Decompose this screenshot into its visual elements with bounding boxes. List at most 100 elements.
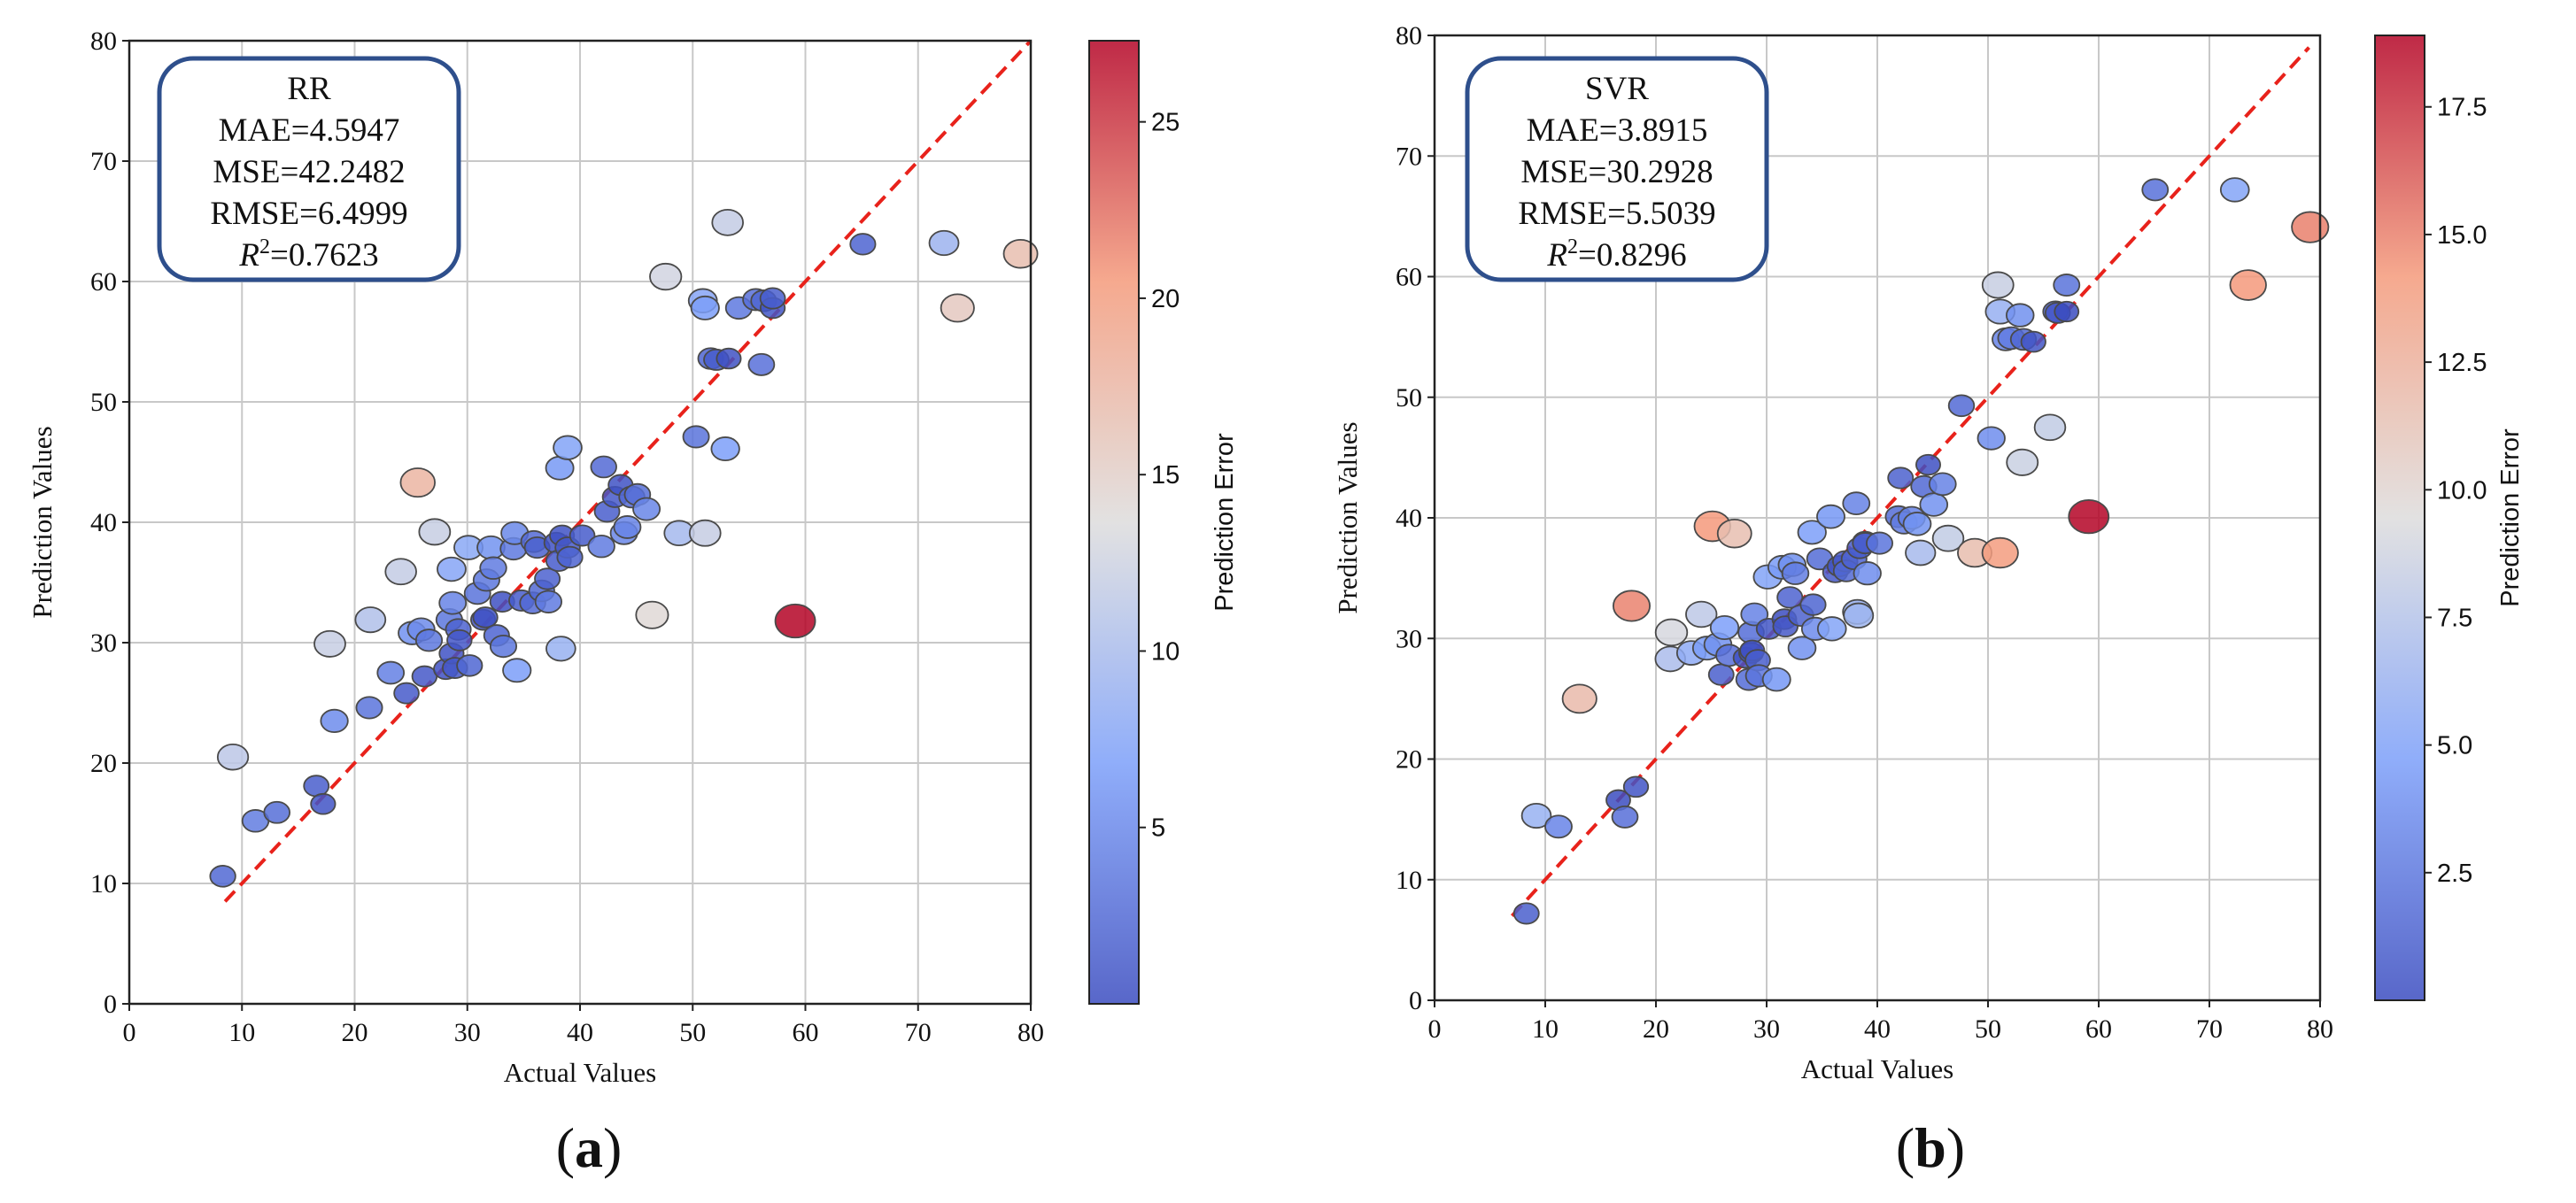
data-point	[710, 436, 740, 462]
data-point	[1740, 602, 1769, 627]
y-tick-label: 20	[1396, 745, 1422, 775]
data-point	[1816, 616, 1847, 642]
data-point	[376, 660, 406, 685]
y-tick-label: 60	[1396, 263, 1422, 292]
x-tick-label: 60	[2085, 1014, 2112, 1044]
data-point	[1842, 491, 1871, 516]
y-tick-label: 70	[1396, 142, 1422, 171]
data-point	[2053, 274, 2081, 297]
data-point	[1776, 586, 1804, 609]
data-point	[1787, 636, 1817, 660]
panel-a: 0 10 20 30 40 50 60 70 80 0 10 20 30 40 50 60 70 80 Actual…	[27, 27, 1239, 1088]
data-point	[534, 567, 561, 590]
x-tick-label: 50	[1975, 1014, 2001, 1044]
data-point	[1512, 902, 1540, 925]
data-point	[613, 515, 642, 539]
data-point	[1709, 614, 1740, 641]
data-point	[2219, 177, 2250, 203]
data-point	[1622, 775, 1650, 798]
data-point	[759, 287, 786, 310]
metrics-r2: R2=0.8296	[1546, 235, 1686, 274]
data-point	[632, 497, 661, 521]
data-point	[2020, 330, 2046, 353]
data-point	[1797, 520, 1827, 545]
colorbar-tick-label: 17.5	[2437, 94, 2487, 122]
x-tick-label: 60	[793, 1018, 819, 1047]
data-point	[534, 590, 563, 613]
y-axis-label: Prediction Values	[1332, 421, 1363, 613]
data-point	[716, 347, 742, 370]
data-point	[354, 606, 387, 634]
data-point	[688, 519, 722, 547]
data-point	[1915, 453, 1941, 476]
data-point	[1707, 663, 1735, 686]
data-point	[502, 658, 532, 683]
y-tick-label: 70	[90, 147, 117, 176]
colorbar-tick-label: 5	[1151, 814, 1165, 843]
data-point	[320, 708, 349, 734]
y-tick-label: 30	[1396, 624, 1422, 653]
data-point	[1544, 814, 1573, 839]
data-point	[649, 262, 683, 291]
data-point	[747, 352, 776, 376]
data-point	[1902, 512, 1932, 536]
data-point	[313, 629, 346, 658]
data-point	[489, 634, 518, 659]
data-point	[438, 590, 468, 615]
data-point	[2068, 498, 2110, 535]
x-tick-label: 20	[342, 1018, 368, 1047]
data-point	[393, 682, 420, 705]
colorbar	[2374, 35, 2425, 1001]
metrics-box	[1465, 56, 1769, 282]
y-tick-label: 40	[1396, 504, 1422, 533]
data-point	[303, 775, 330, 798]
colorbar-tick-label: 2.5	[2437, 860, 2472, 888]
x-tick-label: 0	[123, 1018, 136, 1047]
x-tick-label: 40	[567, 1018, 593, 1047]
y-tick-label: 20	[90, 749, 117, 778]
data-point	[2005, 303, 2035, 328]
panel-b-label: (b)	[1896, 1116, 1965, 1179]
data-point	[2054, 300, 2080, 323]
data-point	[940, 293, 975, 323]
colorbar-label: Prediction Error	[2496, 428, 2525, 607]
reference-line	[223, 39, 1033, 903]
colorbar-tick-label: 10.0	[2437, 476, 2487, 505]
x-tick-label: 50	[679, 1018, 706, 1047]
x-tick-label: 10	[228, 1018, 255, 1047]
data-point	[690, 295, 720, 320]
y-tick-label: 50	[90, 388, 117, 417]
data-point	[399, 467, 436, 498]
metrics-model-name: SVR	[1585, 71, 1649, 107]
data-point	[437, 556, 467, 582]
data-point	[682, 425, 710, 449]
data-point	[446, 628, 473, 652]
data-point	[1685, 600, 1718, 628]
colorbar-tick-label: 15.0	[2437, 221, 2487, 250]
data-point	[1716, 518, 1752, 549]
x-tick-label: 30	[1753, 1014, 1780, 1044]
y-tick-label: 0	[104, 990, 117, 1019]
data-point	[2291, 211, 2330, 243]
data-point	[1781, 561, 1810, 585]
metrics-mae: MAE=4.5947	[219, 112, 400, 149]
x-tick-label: 20	[1643, 1014, 1669, 1044]
data-point	[1002, 238, 1039, 269]
data-point	[1611, 805, 1639, 829]
colorbar-tick-label: 15	[1151, 461, 1180, 490]
data-point	[2006, 448, 2039, 476]
data-point	[1887, 467, 1915, 490]
colorbar-tick-label: 25	[1151, 109, 1180, 137]
data-point	[553, 435, 583, 460]
y-tick-label: 80	[90, 27, 117, 56]
data-point	[590, 455, 617, 479]
data-point	[1866, 531, 1893, 555]
colorbar	[1088, 40, 1140, 1005]
y-tick-label: 10	[90, 869, 117, 898]
data-point	[263, 800, 291, 824]
data-point	[1654, 618, 1689, 647]
data-point	[310, 792, 337, 815]
metrics-rmse: RMSE=5.5039	[1518, 196, 1715, 232]
y-axis-label: Prediction Values	[27, 426, 58, 618]
y-tick-label: 80	[1396, 21, 1422, 50]
